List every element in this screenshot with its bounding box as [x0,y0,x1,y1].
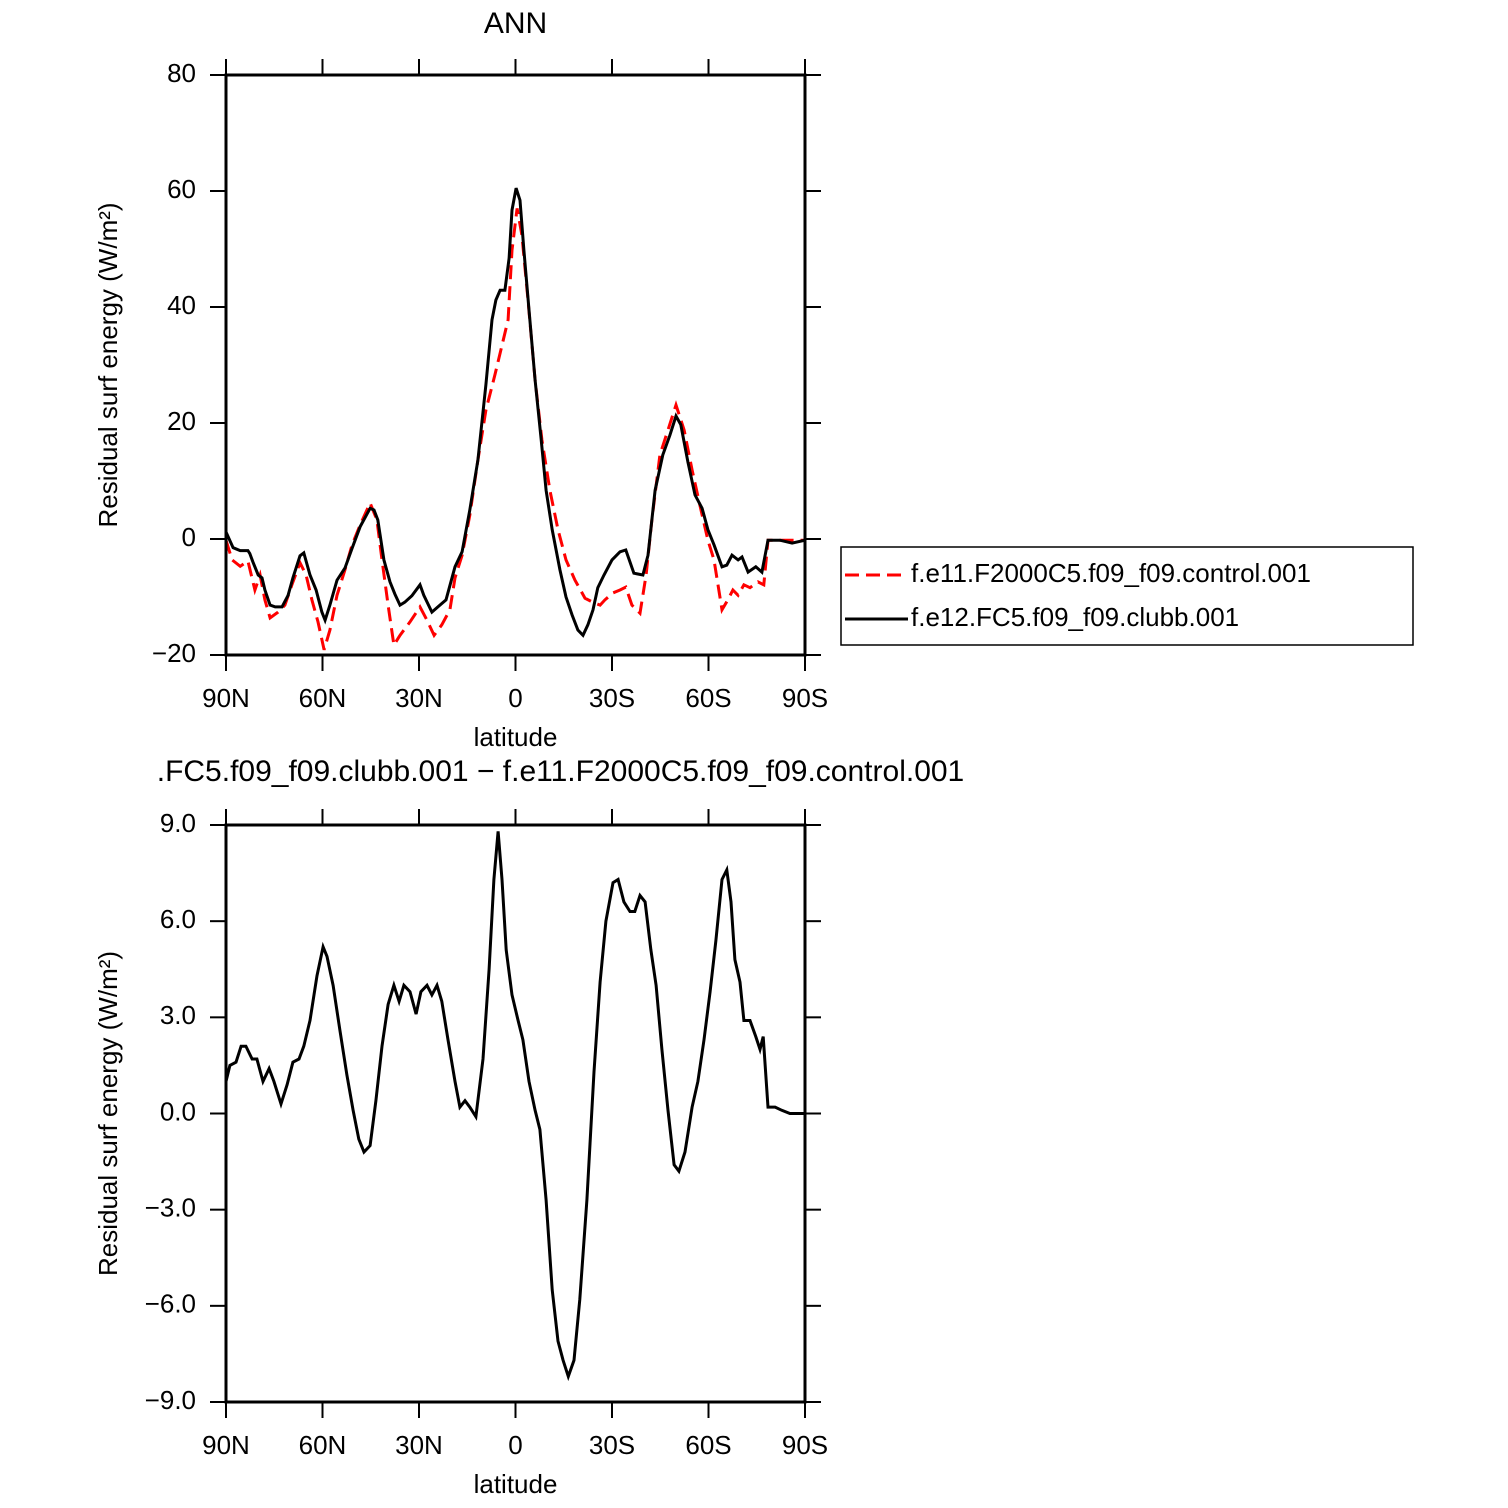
data-line [226,187,805,638]
y-tick-label: 6.0 [160,904,196,934]
x-tick-label: 30S [589,683,635,713]
y-tick-label: 60 [167,174,196,204]
x-tick-label: 30N [395,683,443,713]
data-line [226,208,805,651]
x-tick-label: 0 [508,683,522,713]
y-tick-label: 40 [167,290,196,320]
y-tick-label: 3.0 [160,1000,196,1030]
y-tick-label: 0 [182,522,196,552]
y-axis-label: Residual surf energy (W/m²) [93,202,123,527]
x-tick-label: 0 [508,1430,522,1460]
plot-frame [224,73,807,657]
y-tick-label: −3.0 [145,1193,196,1223]
x-tick-label: 60N [299,683,347,713]
legend-label: f.e11.F2000C5.f09_f09.control.001 [911,558,1311,588]
data-line [226,831,805,1382]
x-axis-label: latitude [474,722,558,752]
legend-label: f.e12.FC5.f09_f09.clubb.001 [911,602,1239,632]
chart-title: .FC5.f09_f09.clubb.001 − f.e11.F2000C5.f… [157,755,965,788]
y-tick-label: −9.0 [145,1385,196,1415]
x-tick-label: 60S [685,683,731,713]
x-tick-label: 90N [202,683,250,713]
y-tick-label: 0.0 [160,1096,196,1126]
chart-title: ANN [484,7,547,40]
x-tick-label: 90S [782,683,828,713]
y-tick-label: 20 [167,406,196,436]
x-tick-label: 90N [202,1430,250,1460]
x-tick-label: 60N [299,1430,347,1460]
plot-frame [224,823,807,1404]
x-tick-label: 60S [685,1430,731,1460]
y-tick-label: −20 [152,638,196,668]
legend-box [840,546,1414,646]
x-axis-label: latitude [474,1469,558,1499]
x-tick-label: 30S [589,1430,635,1460]
y-axis-label: Residual surf energy (W/m²) [93,951,123,1276]
y-tick-label: 9.0 [160,808,196,838]
x-tick-label: 30N [395,1430,443,1460]
x-tick-label: 90S [782,1430,828,1460]
y-tick-label: −6.0 [145,1289,196,1319]
y-tick-label: 80 [167,58,196,88]
